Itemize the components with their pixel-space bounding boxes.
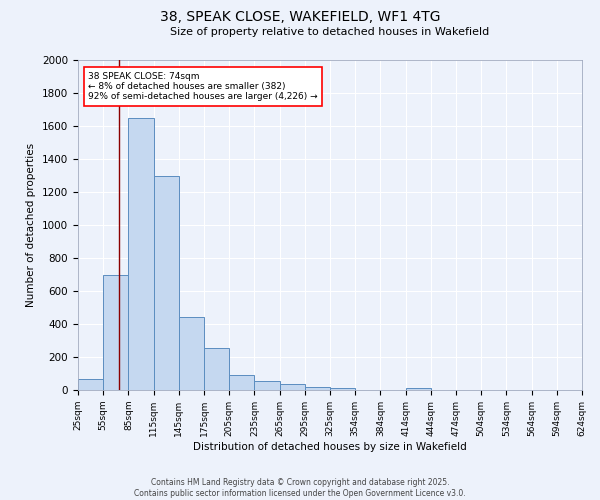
Bar: [330, 388, 355, 390]
Bar: [305, 386, 330, 390]
Y-axis label: Number of detached properties: Number of detached properties: [26, 143, 37, 307]
Text: 38, SPEAK CLOSE, WAKEFIELD, WF1 4TG: 38, SPEAK CLOSE, WAKEFIELD, WF1 4TG: [160, 10, 440, 24]
Bar: [78, 380, 103, 390]
Bar: [254, 381, 280, 390]
Bar: [103, 274, 128, 390]
Bar: [280, 384, 305, 390]
Bar: [406, 388, 431, 390]
Bar: [204, 348, 229, 390]
Text: Contains HM Land Registry data © Crown copyright and database right 2025.
Contai: Contains HM Land Registry data © Crown c…: [134, 478, 466, 498]
Bar: [128, 118, 154, 390]
Bar: [179, 318, 204, 390]
Bar: [154, 176, 179, 390]
Title: Size of property relative to detached houses in Wakefield: Size of property relative to detached ho…: [170, 27, 490, 37]
X-axis label: Distribution of detached houses by size in Wakefield: Distribution of detached houses by size …: [193, 442, 467, 452]
Text: 38 SPEAK CLOSE: 74sqm
← 8% of detached houses are smaller (382)
92% of semi-deta: 38 SPEAK CLOSE: 74sqm ← 8% of detached h…: [88, 72, 318, 102]
Bar: [229, 375, 254, 390]
